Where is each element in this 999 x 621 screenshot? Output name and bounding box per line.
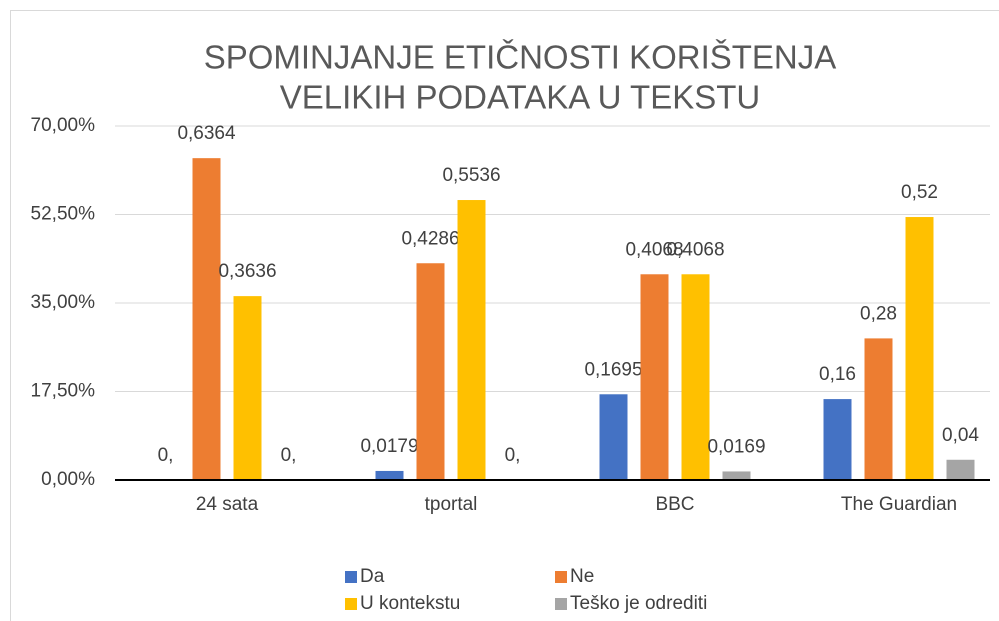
data-label: 0,6364 — [177, 123, 236, 144]
bar — [375, 470, 404, 480]
bar — [823, 399, 852, 480]
x-tick-label: tportal — [425, 494, 478, 515]
x-tick-label: BBC — [655, 494, 694, 515]
legend-label: Ne — [570, 566, 594, 587]
legend-swatch — [555, 598, 567, 610]
bar — [681, 274, 710, 480]
bar — [946, 459, 975, 480]
chart-border — [10, 10, 999, 621]
data-label: 0, — [281, 445, 297, 466]
data-label: 0,4068 — [666, 239, 724, 260]
bar — [233, 296, 262, 480]
bar — [864, 338, 893, 480]
data-label: 0, — [158, 445, 174, 466]
y-tick-label: 17,50% — [31, 381, 96, 402]
legend-label: U kontekstu — [360, 593, 460, 614]
bar — [640, 274, 669, 480]
legend-label: Da — [360, 566, 385, 587]
data-label: 0,5536 — [442, 165, 500, 186]
y-tick-label: 35,00% — [31, 292, 96, 313]
bar — [905, 217, 934, 480]
data-label: 0,04 — [942, 425, 979, 446]
legend-swatch — [345, 598, 357, 610]
legend-label: Teško je odrediti — [570, 593, 707, 614]
legend-swatch — [345, 571, 357, 583]
bar — [599, 394, 628, 480]
y-tick-label: 0,00% — [41, 469, 95, 490]
data-label: 0,4286 — [401, 228, 459, 249]
chart-title: VELIKIH PODATAKA U TEKSTU — [280, 79, 760, 116]
data-label: 0,4068 — [625, 239, 683, 260]
bar — [457, 200, 486, 481]
legend-swatch — [555, 571, 567, 583]
data-label: 0, — [505, 445, 521, 466]
data-label: 0,0169 — [707, 436, 765, 457]
bar — [192, 158, 221, 480]
bar — [416, 263, 445, 480]
data-label: 0,16 — [819, 364, 856, 385]
chart-title: SPOMINJANJE ETIČNOSTI KORIŠTENJA — [204, 39, 837, 76]
bar — [722, 471, 751, 480]
data-label: 0,28 — [860, 303, 897, 324]
data-label: 0,3636 — [218, 261, 276, 282]
y-tick-label: 52,50% — [31, 204, 96, 225]
y-tick-label: 70,00% — [31, 115, 96, 136]
data-label: 0,0179 — [360, 436, 418, 457]
x-tick-label: 24 sata — [196, 494, 259, 515]
data-label: 0,1695 — [584, 359, 642, 380]
x-tick-label: The Guardian — [841, 494, 957, 515]
data-label: 0,52 — [901, 182, 938, 203]
